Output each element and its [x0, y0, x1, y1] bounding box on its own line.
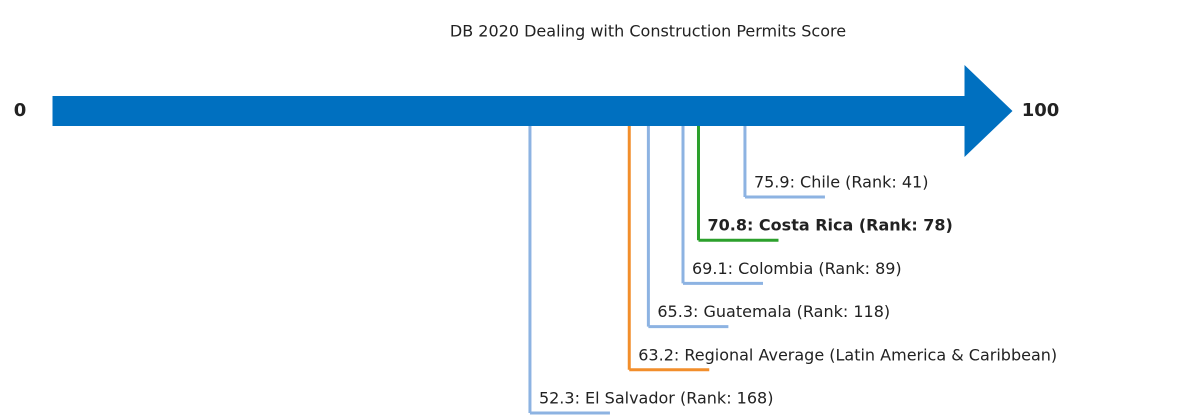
x-tick-label: 100 [1022, 100, 1060, 121]
marker-label: 69.1: Colombia (Rank: 89) [692, 259, 902, 278]
axis-arrow [52, 65, 1013, 157]
x-tick-label: 0 [14, 100, 27, 121]
marker-label: 65.3: Guatemala (Rank: 118) [657, 302, 890, 321]
marker-label: 63.2: Regional Average (Latin America & … [638, 345, 1057, 364]
chart-title: DB 2020 Dealing with Construction Permit… [450, 22, 846, 41]
marker-label: 70.8: Costa Rica (Rank: 78) [707, 216, 952, 235]
marker-label: 75.9: Chile (Rank: 41) [754, 173, 929, 192]
marker-label: 52.3: El Salvador (Rank: 168) [539, 389, 774, 408]
